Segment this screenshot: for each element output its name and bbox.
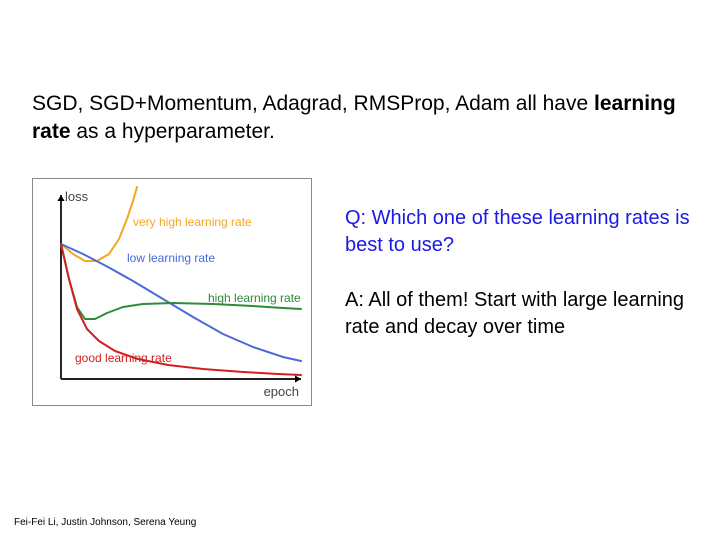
footer-credits: Fei-Fei Li, Justin Johnson, Serena Yeung — [14, 517, 196, 528]
series-label: very high learning rate — [133, 215, 252, 229]
series-label: high learning rate — [208, 291, 301, 305]
learning-rate-chart: loss epoch very high learning rate low le… — [32, 178, 312, 406]
series-label: low learning rate — [127, 251, 215, 265]
x-axis-label: epoch — [264, 384, 299, 399]
heading-prefix: SGD, SGD+Momentum, Adagrad, RMSProp, Ada… — [32, 92, 594, 115]
answer-text: A: All of them! Start with large learnin… — [345, 287, 692, 341]
series-label: good learning rate — [75, 351, 172, 365]
slide-heading: SGD, SGD+Momentum, Adagrad, RMSProp, Ada… — [32, 90, 688, 147]
chart-canvas: loss epoch very high learning rate low le… — [33, 179, 311, 405]
question-text: Q: Which one of these learning rates is … — [345, 205, 692, 259]
heading-suffix: as a hyperparameter. — [71, 120, 275, 143]
qa-block: Q: Which one of these learning rates is … — [345, 205, 692, 341]
y-axis-label: loss — [65, 189, 88, 204]
